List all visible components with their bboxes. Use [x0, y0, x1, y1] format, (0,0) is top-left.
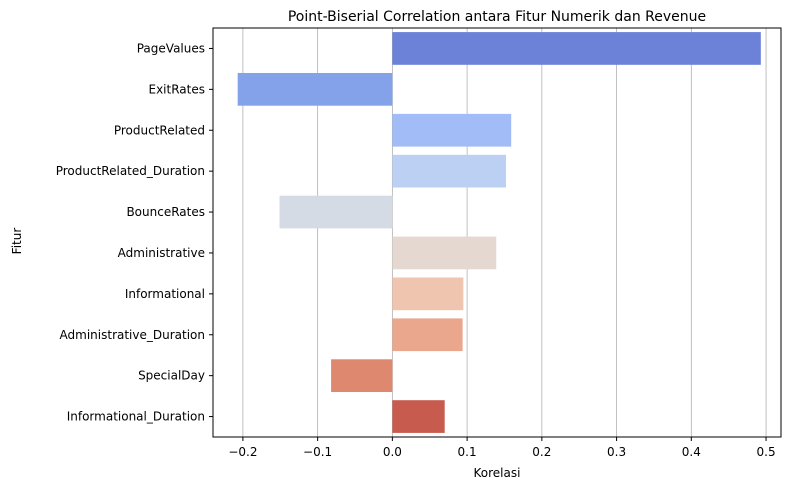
- x-tick-label: −0.1: [303, 445, 332, 459]
- y-axis-label: Fitur: [10, 228, 24, 255]
- y-tick-label: Administrative_Duration: [60, 328, 205, 342]
- x-tick-label: −0.2: [228, 445, 257, 459]
- bar: [392, 154, 506, 188]
- x-tick-label: 0.2: [532, 445, 551, 459]
- bar: [392, 32, 761, 65]
- bar: [279, 195, 393, 229]
- y-tick-label: Informational_Duration: [67, 410, 205, 424]
- y-tick-label: BounceRates: [126, 205, 205, 219]
- y-axis-ticks: PageValues ExitRates ProductRelated Product…: [56, 41, 213, 424]
- y-tick-label: Informational: [125, 287, 205, 301]
- x-tick-label: 0.3: [607, 445, 626, 459]
- y-tick-label: PageValues: [137, 41, 205, 55]
- bar: [392, 277, 464, 311]
- bars: [237, 32, 761, 433]
- x-axis-label: Korelasi: [474, 466, 521, 480]
- bar: [331, 359, 393, 393]
- chart-title: Point-Biserial Correlation antara Fitur …: [288, 9, 706, 25]
- bar: [392, 318, 463, 352]
- plot-frame: [212, 27, 782, 438]
- x-tick-label: 0.5: [757, 445, 776, 459]
- x-tick-label: 0.0: [383, 445, 402, 459]
- x-axis-ticks: −0.2 −0.1 0.0 0.1 0.2 0.3 0.4 0.5: [228, 437, 776, 459]
- y-tick-label: ExitRates: [149, 82, 206, 96]
- y-tick-label: ProductRelated_Duration: [56, 164, 205, 178]
- bar: [392, 400, 445, 433]
- bar: [392, 113, 512, 147]
- y-tick-label: Administrative: [118, 246, 205, 260]
- bar: [392, 236, 497, 270]
- x-tick-label: 0.1: [458, 445, 477, 459]
- y-tick-label: ProductRelated: [114, 123, 205, 137]
- y-tick-label: SpecialDay: [138, 369, 205, 383]
- x-tick-label: 0.4: [682, 445, 701, 459]
- bar: [237, 72, 393, 106]
